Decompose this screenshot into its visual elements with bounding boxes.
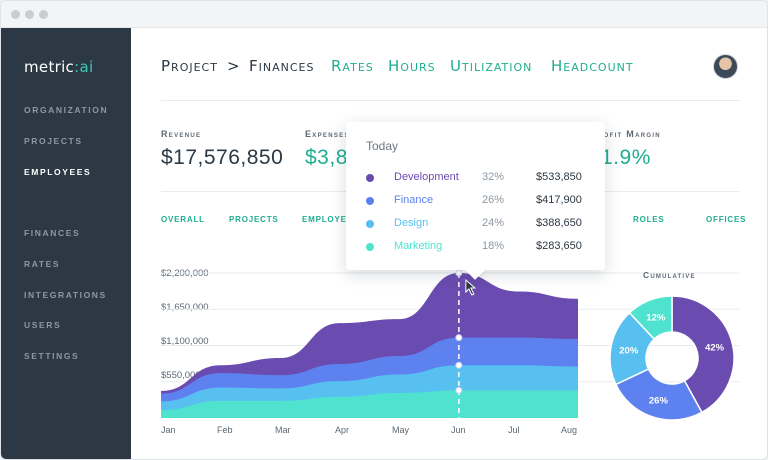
series-value: $283,650 xyxy=(536,240,582,252)
header-divider xyxy=(161,100,739,101)
series-name: Design xyxy=(394,217,429,229)
sidebar-item-settings[interactable]: SETTINGS xyxy=(24,351,80,361)
donut-slice[interactable] xyxy=(671,295,735,414)
hover-point xyxy=(455,334,463,342)
breadcrumb-finances: Finances xyxy=(249,57,315,75)
subtab-overall[interactable]: OVERALL xyxy=(161,215,205,224)
series-color-dot xyxy=(366,174,374,182)
hover-point xyxy=(455,361,463,369)
donut-chart[interactable]: 42% 26% 20% 12% xyxy=(131,28,768,460)
series-percent: 24% xyxy=(482,217,505,229)
tooltip-title: Today xyxy=(366,139,399,153)
tooltip-row: Development 32% $533,850 xyxy=(366,171,596,185)
logo: metric:ai xyxy=(24,58,94,76)
donut-slice[interactable] xyxy=(614,368,703,421)
window-maximize-dot[interactable] xyxy=(39,10,48,19)
y-tick-label: $550,000 xyxy=(161,370,201,381)
x-tick-label: Jan xyxy=(161,425,176,435)
series-percent: 26% xyxy=(482,194,505,206)
series-value: $533,850 xyxy=(536,171,582,183)
tab-headcount[interactable]: Headcount xyxy=(551,57,634,75)
series-value: $417,900 xyxy=(536,194,582,206)
tab-utilization[interactable]: Utilization xyxy=(450,57,533,75)
y-tick-label: $1,650,000 xyxy=(161,302,209,313)
series-value: $388,650 xyxy=(536,217,582,229)
series-percent: 18% xyxy=(482,240,505,252)
subtab-projects[interactable]: PROJECTS xyxy=(229,215,279,224)
tab-rates[interactable]: Rates xyxy=(331,57,374,75)
series-color-dot xyxy=(366,197,374,205)
tooltip-row: Marketing 18% $283,650 xyxy=(366,240,596,254)
hover-point xyxy=(455,386,463,394)
series-color-dot xyxy=(366,220,374,228)
x-tick-label: Jul xyxy=(508,425,520,435)
window-minimize-dot[interactable] xyxy=(25,10,34,19)
x-tick-label: Aug xyxy=(561,425,578,435)
series-percent: 32% xyxy=(482,171,505,183)
donut-slice[interactable] xyxy=(628,295,673,341)
x-tick-label: Apr xyxy=(335,425,350,435)
sidebar-item-finances[interactable]: FINANCES xyxy=(24,228,81,238)
sidebar-item-users[interactable]: USERS xyxy=(24,320,62,330)
series-name: Finance xyxy=(394,194,434,206)
kpi-profit-margin-value: 1.9% xyxy=(601,146,651,169)
series-name: Development xyxy=(394,171,459,183)
breadcrumb-separator: > xyxy=(227,57,241,75)
tooltip-row: Finance 26% $417,900 xyxy=(366,194,596,208)
sidebar-item-integrations[interactable]: INTEGRATIONS xyxy=(24,290,107,300)
kpi-expenses-label: Expenses xyxy=(305,129,350,139)
donut-slice-label: 12% xyxy=(646,313,666,324)
tab-hours[interactable]: Hours xyxy=(388,57,436,75)
pointer-cursor-icon xyxy=(465,278,477,296)
hover-point xyxy=(455,269,463,277)
sidebar-item-organization[interactable]: ORGANIZATION xyxy=(24,105,109,115)
series-name: Marketing xyxy=(394,240,443,252)
subtab-employees[interactable]: EMPLOYEES xyxy=(302,215,359,224)
tooltip-row: Design 24% $388,650 xyxy=(366,217,596,231)
subtab-offices[interactable]: OFFICES xyxy=(706,215,747,224)
sidebar-item-rates[interactable]: RATES xyxy=(24,259,61,269)
donut-slice-label: 42% xyxy=(705,343,725,354)
area-series-marketing[interactable] xyxy=(161,390,578,418)
main-content: Project > Finances Rates Hours Utilizati… xyxy=(131,28,768,460)
donut-slice-label: 26% xyxy=(649,395,669,406)
x-tick-label: Mar xyxy=(275,425,291,435)
sidebar-item-employees[interactable]: EMPLOYEES xyxy=(24,167,92,177)
breadcrumb-project[interactable]: Project xyxy=(161,57,218,75)
chart-tooltip: Today Development 32% $533,850 Finance 2… xyxy=(346,122,605,270)
donut-slice-label: 20% xyxy=(619,345,639,356)
x-tick-label: Feb xyxy=(217,425,233,435)
donut-title: Cumulative xyxy=(643,270,696,280)
sidebar-item-projects[interactable]: PROJECTS xyxy=(24,136,83,146)
sidebar: metric:ai ORGANIZATION PROJECTS EMPLOYEE… xyxy=(1,28,131,459)
subtab-roles[interactable]: ROLES xyxy=(633,215,665,224)
avatar[interactable] xyxy=(713,54,738,79)
series-color-dot xyxy=(366,243,374,251)
kpi-revenue-label: Revenue xyxy=(161,129,202,139)
title-bar xyxy=(1,1,767,28)
y-tick-label: $1,100,000 xyxy=(161,336,209,347)
kpi-expenses-value: $3,8 xyxy=(305,146,348,169)
window-close-dot[interactable] xyxy=(11,10,20,19)
x-tick-label: Jun xyxy=(451,425,466,435)
stacked-area-chart[interactable] xyxy=(131,28,768,460)
kpi-revenue-value: $17,576,850 xyxy=(161,146,284,169)
x-tick-label: May xyxy=(392,425,410,435)
kpi-profit-margin-label: rofit Margin xyxy=(598,129,661,139)
